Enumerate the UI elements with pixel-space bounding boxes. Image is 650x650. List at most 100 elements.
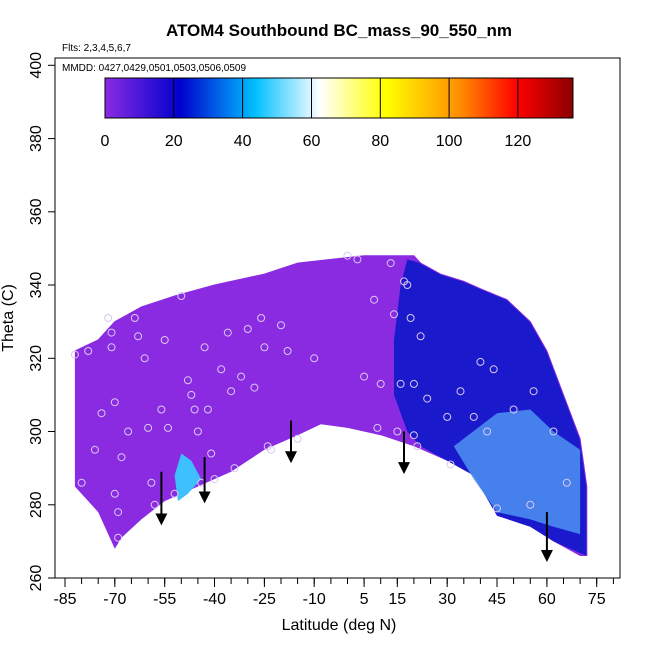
sample-point: [164, 423, 172, 432]
y-tick-label: 360: [28, 198, 45, 225]
sample-point: [526, 500, 535, 509]
sample-point: [230, 464, 239, 473]
x-tick-label: 15: [388, 591, 406, 608]
y-tick-label: 380: [28, 125, 45, 152]
sample-point: [549, 427, 558, 436]
sample-point: [509, 405, 518, 414]
sample-point: [207, 449, 216, 458]
sample-point: [250, 383, 259, 392]
sample-point: [403, 281, 412, 289]
sample-point: [170, 489, 179, 498]
dates-label: MMDD: 0427,0429,0501,0503,0506,0509: [62, 63, 246, 74]
colorbar-tick-label: 100: [436, 133, 463, 150]
sample-point: [70, 350, 79, 359]
sample-point: [237, 372, 246, 381]
sample-point: [469, 412, 478, 421]
colorbar-tick-label: 80: [371, 133, 389, 150]
sample-point: [456, 387, 465, 396]
sample-point: [124, 427, 133, 436]
x-tick-label: -10: [303, 591, 326, 608]
y-tick-label: 400: [28, 52, 45, 79]
sample-point: [177, 292, 186, 300]
sample-point: [443, 412, 452, 421]
sample-point: [114, 533, 123, 542]
x-axis-title: Latitude (deg N): [282, 617, 397, 634]
colorbar-tick-label: 60: [303, 133, 321, 150]
sample-point: [373, 423, 382, 432]
sample-point: [260, 343, 269, 352]
colorbar-tick-label: 0: [101, 133, 110, 150]
colorbar-tick-label: 20: [165, 133, 183, 150]
sample-point: [183, 376, 192, 385]
sample-point: [413, 442, 422, 451]
sample-point: [483, 427, 492, 436]
y-axis: 260 280 300 320 340 360 380 400: [28, 52, 55, 591]
colorbar-tick-label: 40: [234, 133, 252, 150]
sample-point: [97, 409, 106, 418]
x-tick-label: 60: [538, 591, 556, 608]
sample-point: [134, 332, 143, 341]
sample-point: [217, 365, 226, 374]
sample-point: [423, 394, 432, 403]
sample-point: [390, 310, 398, 319]
sample-point: [77, 478, 86, 487]
sample-point: [283, 347, 292, 355]
sample-point: [409, 379, 418, 388]
sample-point: [476, 357, 485, 366]
sample-point: [104, 314, 113, 322]
colorbar-gradient: [104, 77, 574, 119]
sample-points: [70, 251, 571, 542]
heatmap-layer: [74, 255, 588, 556]
sample-point: [203, 405, 212, 414]
colorbar-tick-label: 120: [505, 133, 532, 150]
sample-point: [140, 354, 149, 363]
chart-title: ATOM4 Southbound BC_mass_90_550_nm: [166, 21, 512, 40]
sample-point: [370, 295, 379, 304]
sample-point: [529, 387, 538, 396]
sample-point: [114, 508, 123, 517]
sample-point: [110, 398, 119, 407]
y-tick-label: 300: [28, 418, 45, 445]
sample-point: [157, 405, 166, 414]
sample-point: [160, 336, 169, 344]
sample-point: [257, 314, 266, 322]
sample-point: [343, 251, 352, 260]
sample-point: [310, 354, 319, 363]
sample-point: [360, 372, 369, 381]
x-tick-label: -55: [153, 591, 176, 608]
x-tick-label: -85: [53, 591, 76, 608]
sample-point: [489, 365, 498, 374]
y-tick-label: 320: [28, 345, 45, 372]
annotation-arrows: [155, 420, 553, 562]
sample-point: [416, 332, 425, 341]
x-tick-label: 30: [438, 591, 456, 608]
x-tick-label: -70: [103, 591, 126, 608]
sample-point: [227, 387, 236, 396]
sample-point: [110, 489, 119, 498]
heatmap-top-edge: [74, 255, 588, 556]
sample-point: [147, 478, 156, 487]
sample-point: [396, 379, 405, 388]
x-tick-label: 5: [360, 591, 369, 608]
flights-label: Flts: 2,3,4,5,6,7: [62, 43, 131, 54]
sample-point: [107, 343, 116, 352]
y-tick-label: 340: [28, 272, 45, 299]
y-axis-title: Theta (C): [0, 284, 17, 352]
sample-point: [267, 445, 275, 454]
sample-point: [117, 453, 126, 462]
sample-point: [223, 328, 232, 337]
heatmap-light-region: [453, 409, 581, 535]
sample-point: [84, 347, 93, 355]
y-tick-label: 280: [28, 491, 45, 518]
sample-point: [200, 343, 209, 352]
sample-point: [406, 314, 415, 322]
sample-point: [90, 445, 99, 454]
colorbar: 0 20 40 60 80 100 120: [101, 77, 574, 150]
sample-point: [446, 460, 455, 469]
y-tick-label: 260: [28, 565, 45, 592]
x-tick-label: -40: [203, 591, 226, 608]
sample-point: [376, 379, 385, 388]
sample-point: [293, 434, 302, 443]
